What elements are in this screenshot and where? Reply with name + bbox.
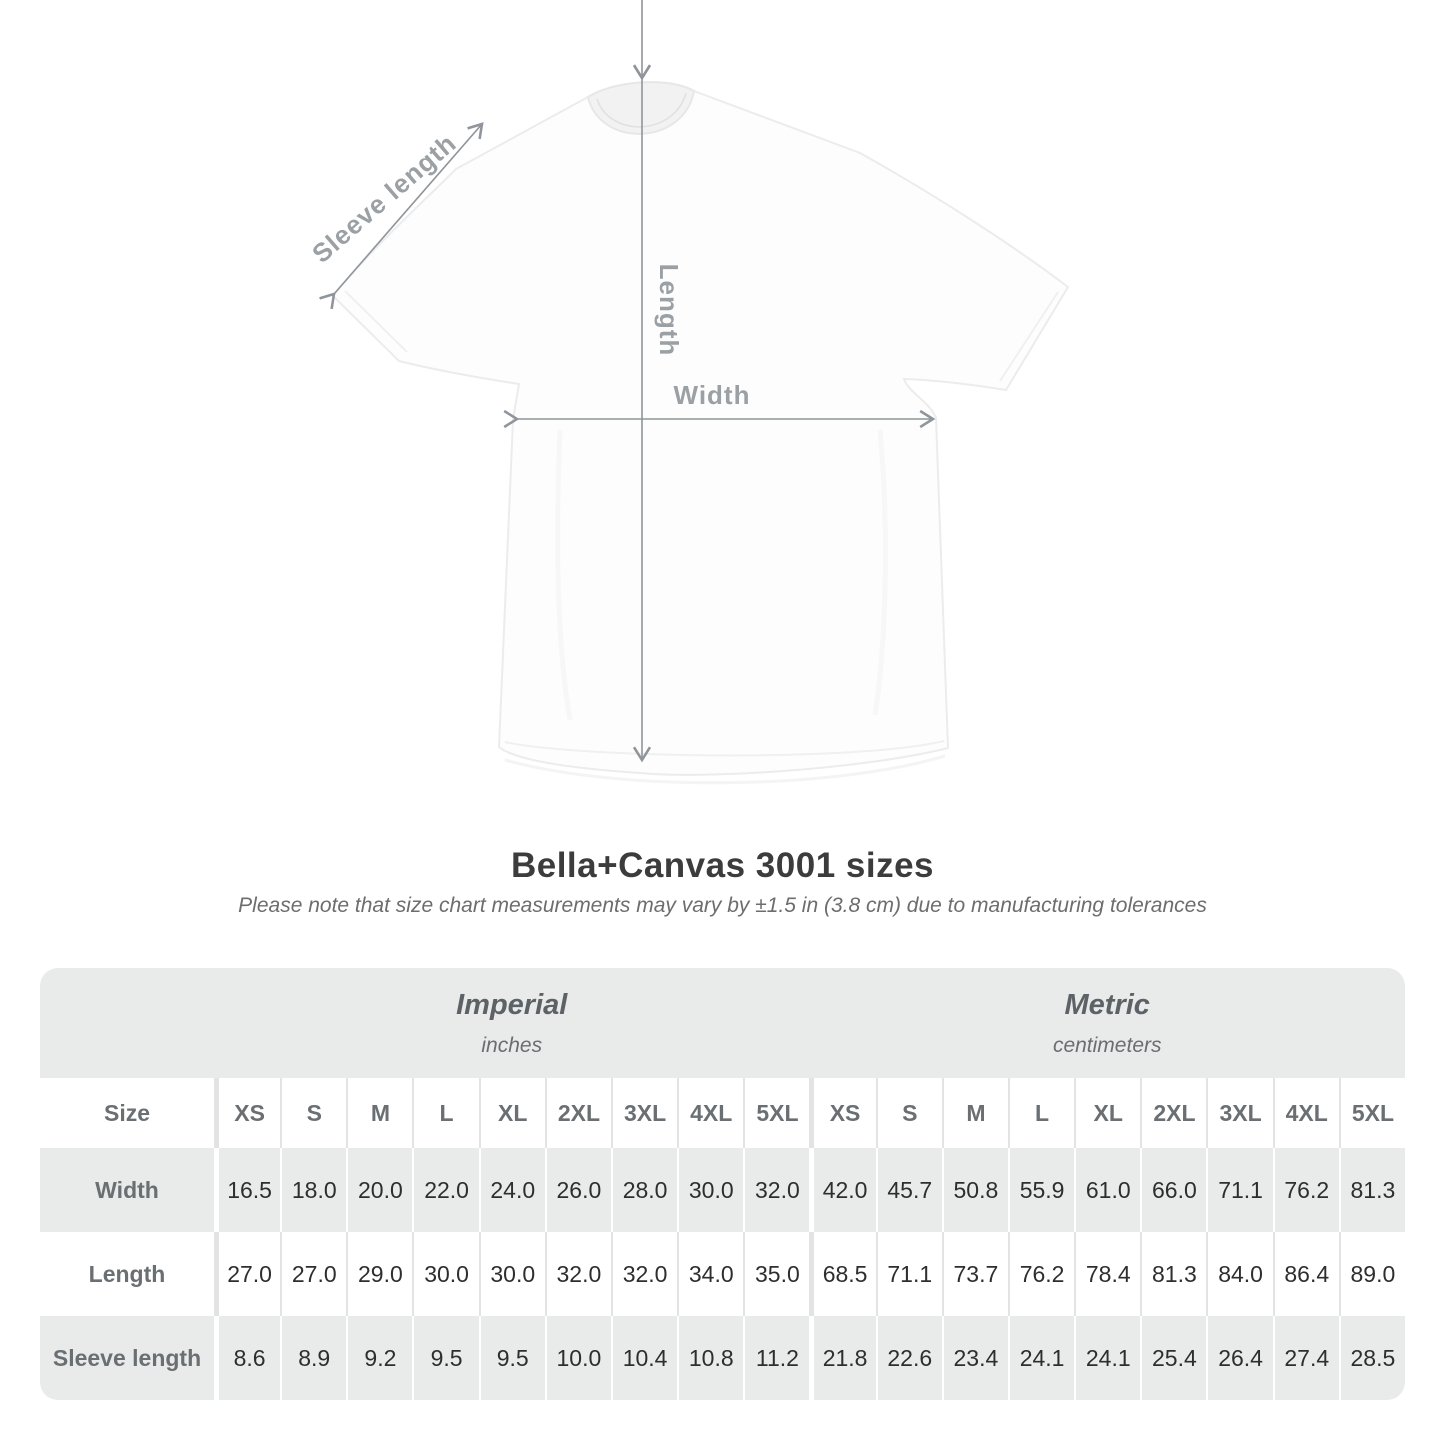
table-cell: 71.1 (875, 1232, 942, 1316)
table-cell: 76.2 (1007, 1232, 1075, 1316)
size-column-header: M (941, 1078, 1008, 1148)
table-cell: 89.0 (1338, 1232, 1405, 1316)
size-column-header: 5XL (743, 1078, 810, 1148)
size-column-header: 2XL (1140, 1078, 1207, 1148)
table-cell: 9.5 (478, 1316, 545, 1400)
table-row-label: Sleeve length (40, 1316, 214, 1400)
size-column-header: 3XL (610, 1078, 678, 1148)
table-cell: 21.8 (809, 1316, 876, 1400)
table-cell: 34.0 (677, 1232, 744, 1316)
table-cell: 81.3 (1140, 1232, 1207, 1316)
table-cell: 28.0 (610, 1148, 678, 1232)
table-cell: 9.5 (412, 1316, 479, 1400)
size-column-header: S (875, 1078, 942, 1148)
table-cell: 20.0 (346, 1148, 413, 1232)
table-cell: 81.3 (1338, 1148, 1405, 1232)
table-row-label: Width (40, 1148, 214, 1232)
tshirt-hem-shadow (504, 754, 946, 785)
table-cell: 32.0 (544, 1232, 611, 1316)
size-column-header: XL (478, 1078, 545, 1148)
imperial-section-header: Imperial inches (214, 968, 810, 1078)
table-cell: 30.0 (412, 1232, 479, 1316)
table-cell: 25.4 (1140, 1316, 1207, 1400)
size-column-header: 4XL (677, 1078, 744, 1148)
table-cell: 76.2 (1272, 1148, 1339, 1232)
table-cell: 71.1 (1206, 1148, 1273, 1232)
table-cell: 78.4 (1074, 1232, 1141, 1316)
size-column-header: M (346, 1078, 413, 1148)
size-column-header: L (1007, 1078, 1075, 1148)
tshirt-outline (331, 81, 1070, 776)
size-column-header: S (280, 1078, 347, 1148)
size-column-header: 2XL (544, 1078, 611, 1148)
table-cell: 10.4 (610, 1316, 678, 1400)
size-table: Imperial inches Metric centimeters Size X… (40, 968, 1405, 1400)
tshirt-wrinkle-left (555, 429, 573, 721)
size-row-label: Size (40, 1078, 214, 1148)
imperial-section-title: Imperial (456, 988, 568, 1021)
page-title: Bella+Canvas 3001 sizes (510, 846, 935, 885)
size-column-header: 4XL (1272, 1078, 1339, 1148)
table-row-label: Length (40, 1232, 214, 1316)
table-cell: 27.4 (1272, 1316, 1339, 1400)
width-label: Width (674, 380, 751, 410)
table-cell: 22.6 (875, 1316, 942, 1400)
table-cell: 10.0 (544, 1316, 611, 1400)
metric-section-unit: centimeters (1052, 1033, 1162, 1057)
size-column-header: XL (1074, 1078, 1141, 1148)
table-cell: 55.9 (1007, 1148, 1075, 1232)
metric-section-header: Metric centimeters (809, 968, 1405, 1078)
tshirt-right-cuff-seam (999, 291, 1059, 382)
table-cell: 16.5 (214, 1148, 281, 1232)
table-cell: 30.0 (677, 1148, 744, 1232)
length-label: Length (654, 264, 684, 357)
table-cell: 24.1 (1007, 1316, 1075, 1400)
table-cell: 18.0 (280, 1148, 347, 1232)
table-cell: 68.5 (809, 1232, 876, 1316)
table-cell: 9.2 (346, 1316, 413, 1400)
table-cell: 66.0 (1140, 1148, 1207, 1232)
table-cell: 32.0 (610, 1232, 678, 1316)
table-header-spacer (40, 968, 214, 1078)
table-cell: 27.0 (214, 1232, 281, 1316)
size-column-header: XS (809, 1078, 876, 1148)
table-cell: 24.1 (1074, 1316, 1141, 1400)
table-cell: 22.0 (412, 1148, 479, 1232)
table-cell: 86.4 (1272, 1232, 1339, 1316)
table-cell: 73.7 (941, 1232, 1008, 1316)
table-cell: 11.2 (743, 1316, 810, 1400)
table-cell: 50.8 (941, 1148, 1008, 1232)
tshirt-hem-seam (504, 740, 945, 757)
table-cell: 42.0 (809, 1148, 876, 1232)
page-subtitle: Please note that size chart measurements… (238, 894, 1207, 917)
table-cell: 8.6 (214, 1316, 281, 1400)
tshirt-diagram: Sleeve length Length Width (306, 0, 1070, 785)
table-cell: 8.9 (280, 1316, 347, 1400)
table-cell: 10.8 (677, 1316, 744, 1400)
table-cell: 61.0 (1074, 1148, 1141, 1232)
table-cell: 30.0 (478, 1232, 545, 1316)
table-cell: 84.0 (1206, 1232, 1273, 1316)
tshirt-wrinkle-right (872, 429, 888, 716)
table-cell: 32.0 (743, 1148, 810, 1232)
table-cell: 28.5 (1338, 1316, 1405, 1400)
metric-section-title: Metric (1064, 988, 1150, 1021)
imperial-section-unit: inches (481, 1033, 543, 1057)
sleeve-length-arrow (319, 122, 484, 310)
table-cell: 27.0 (280, 1232, 347, 1316)
table-cell: 23.4 (941, 1316, 1008, 1400)
size-column-header: XS (214, 1078, 281, 1148)
size-column-header: 3XL (1206, 1078, 1273, 1148)
size-column-header: 5XL (1338, 1078, 1405, 1148)
table-cell: 29.0 (346, 1232, 413, 1316)
table-cell: 24.0 (478, 1148, 545, 1232)
size-column-header: L (412, 1078, 479, 1148)
table-cell: 26.0 (544, 1148, 611, 1232)
table-cell: 45.7 (875, 1148, 942, 1232)
table-cell: 35.0 (743, 1232, 810, 1316)
table-cell: 26.4 (1206, 1316, 1273, 1400)
